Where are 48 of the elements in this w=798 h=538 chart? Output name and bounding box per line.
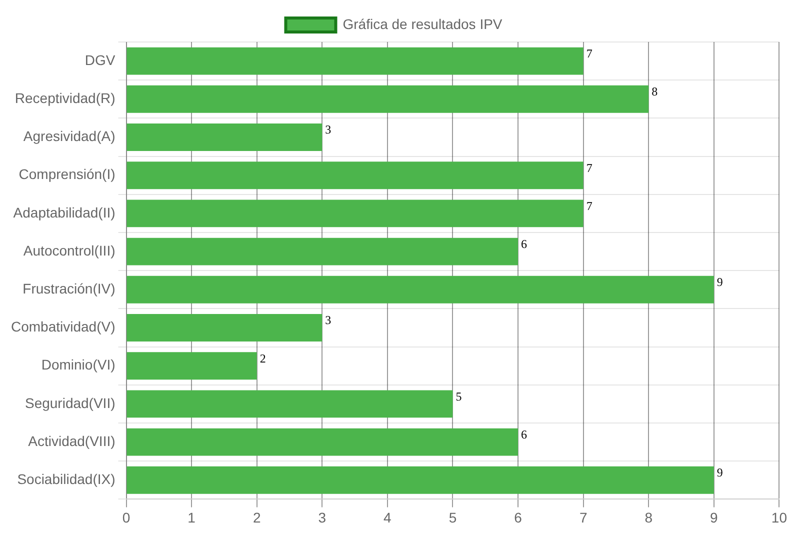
x-tick-label: 10 [771,509,788,526]
x-tick-label: 5 [448,509,457,526]
bar [126,352,257,380]
x-tick-label: 0 [122,509,130,526]
y-tick-label: Receptividad(R) [14,90,116,106]
x-tick-label: 9 [710,509,718,526]
data-label: 6 [521,427,528,442]
bar [126,47,584,75]
bar [126,124,322,151]
bar [126,428,518,456]
x-tick-label: 8 [644,509,653,526]
data-label: 9 [716,466,723,480]
y-tick-label: Agresividad(A) [23,128,116,144]
data-label: 3 [325,313,332,328]
data-label: 6 [521,236,528,251]
bar [126,276,714,304]
x-tick-label: 3 [318,509,326,526]
data-label: 7 [586,160,592,175]
data-label: 5 [456,389,462,404]
y-tick-label: DGV [84,52,116,68]
data-label: 7 [586,46,592,60]
x-tick-label: 1 [188,509,196,526]
x-tick-label: 4 [384,509,392,526]
x-tick-label: 6 [514,509,522,526]
y-tick-label: Combatividad(V) [10,318,116,335]
bar [126,390,453,418]
legend-label: Gráfica de resultados IPV [342,16,503,32]
y-tick-label: Autocontrol(III) [23,242,116,258]
data-label: 9 [716,275,723,290]
y-tick-label: Frustración(IV) [22,280,116,297]
y-tick-label: Actividad(VIII) [28,432,116,449]
bar [126,314,322,342]
bar [126,200,584,228]
x-tick-label: 7 [579,509,588,526]
y-tick-label: Seguridad(VII) [24,394,116,411]
data-label: 8 [652,84,658,99]
y-tick-label: Comprensión(I) [18,166,116,182]
x-tick-label: 2 [252,509,261,526]
bar [126,466,714,494]
bar [126,162,584,190]
bar [126,238,518,266]
y-tick-label: Dominio(VI) [41,356,116,373]
data-label: 7 [586,198,592,213]
y-tick-label: Adaptabilidad(II) [13,204,116,220]
data-label: 2 [260,351,266,366]
y-tick-label: Sociabilidad(IX) [17,471,116,488]
data-label: 3 [325,122,332,137]
bar [126,85,649,113]
